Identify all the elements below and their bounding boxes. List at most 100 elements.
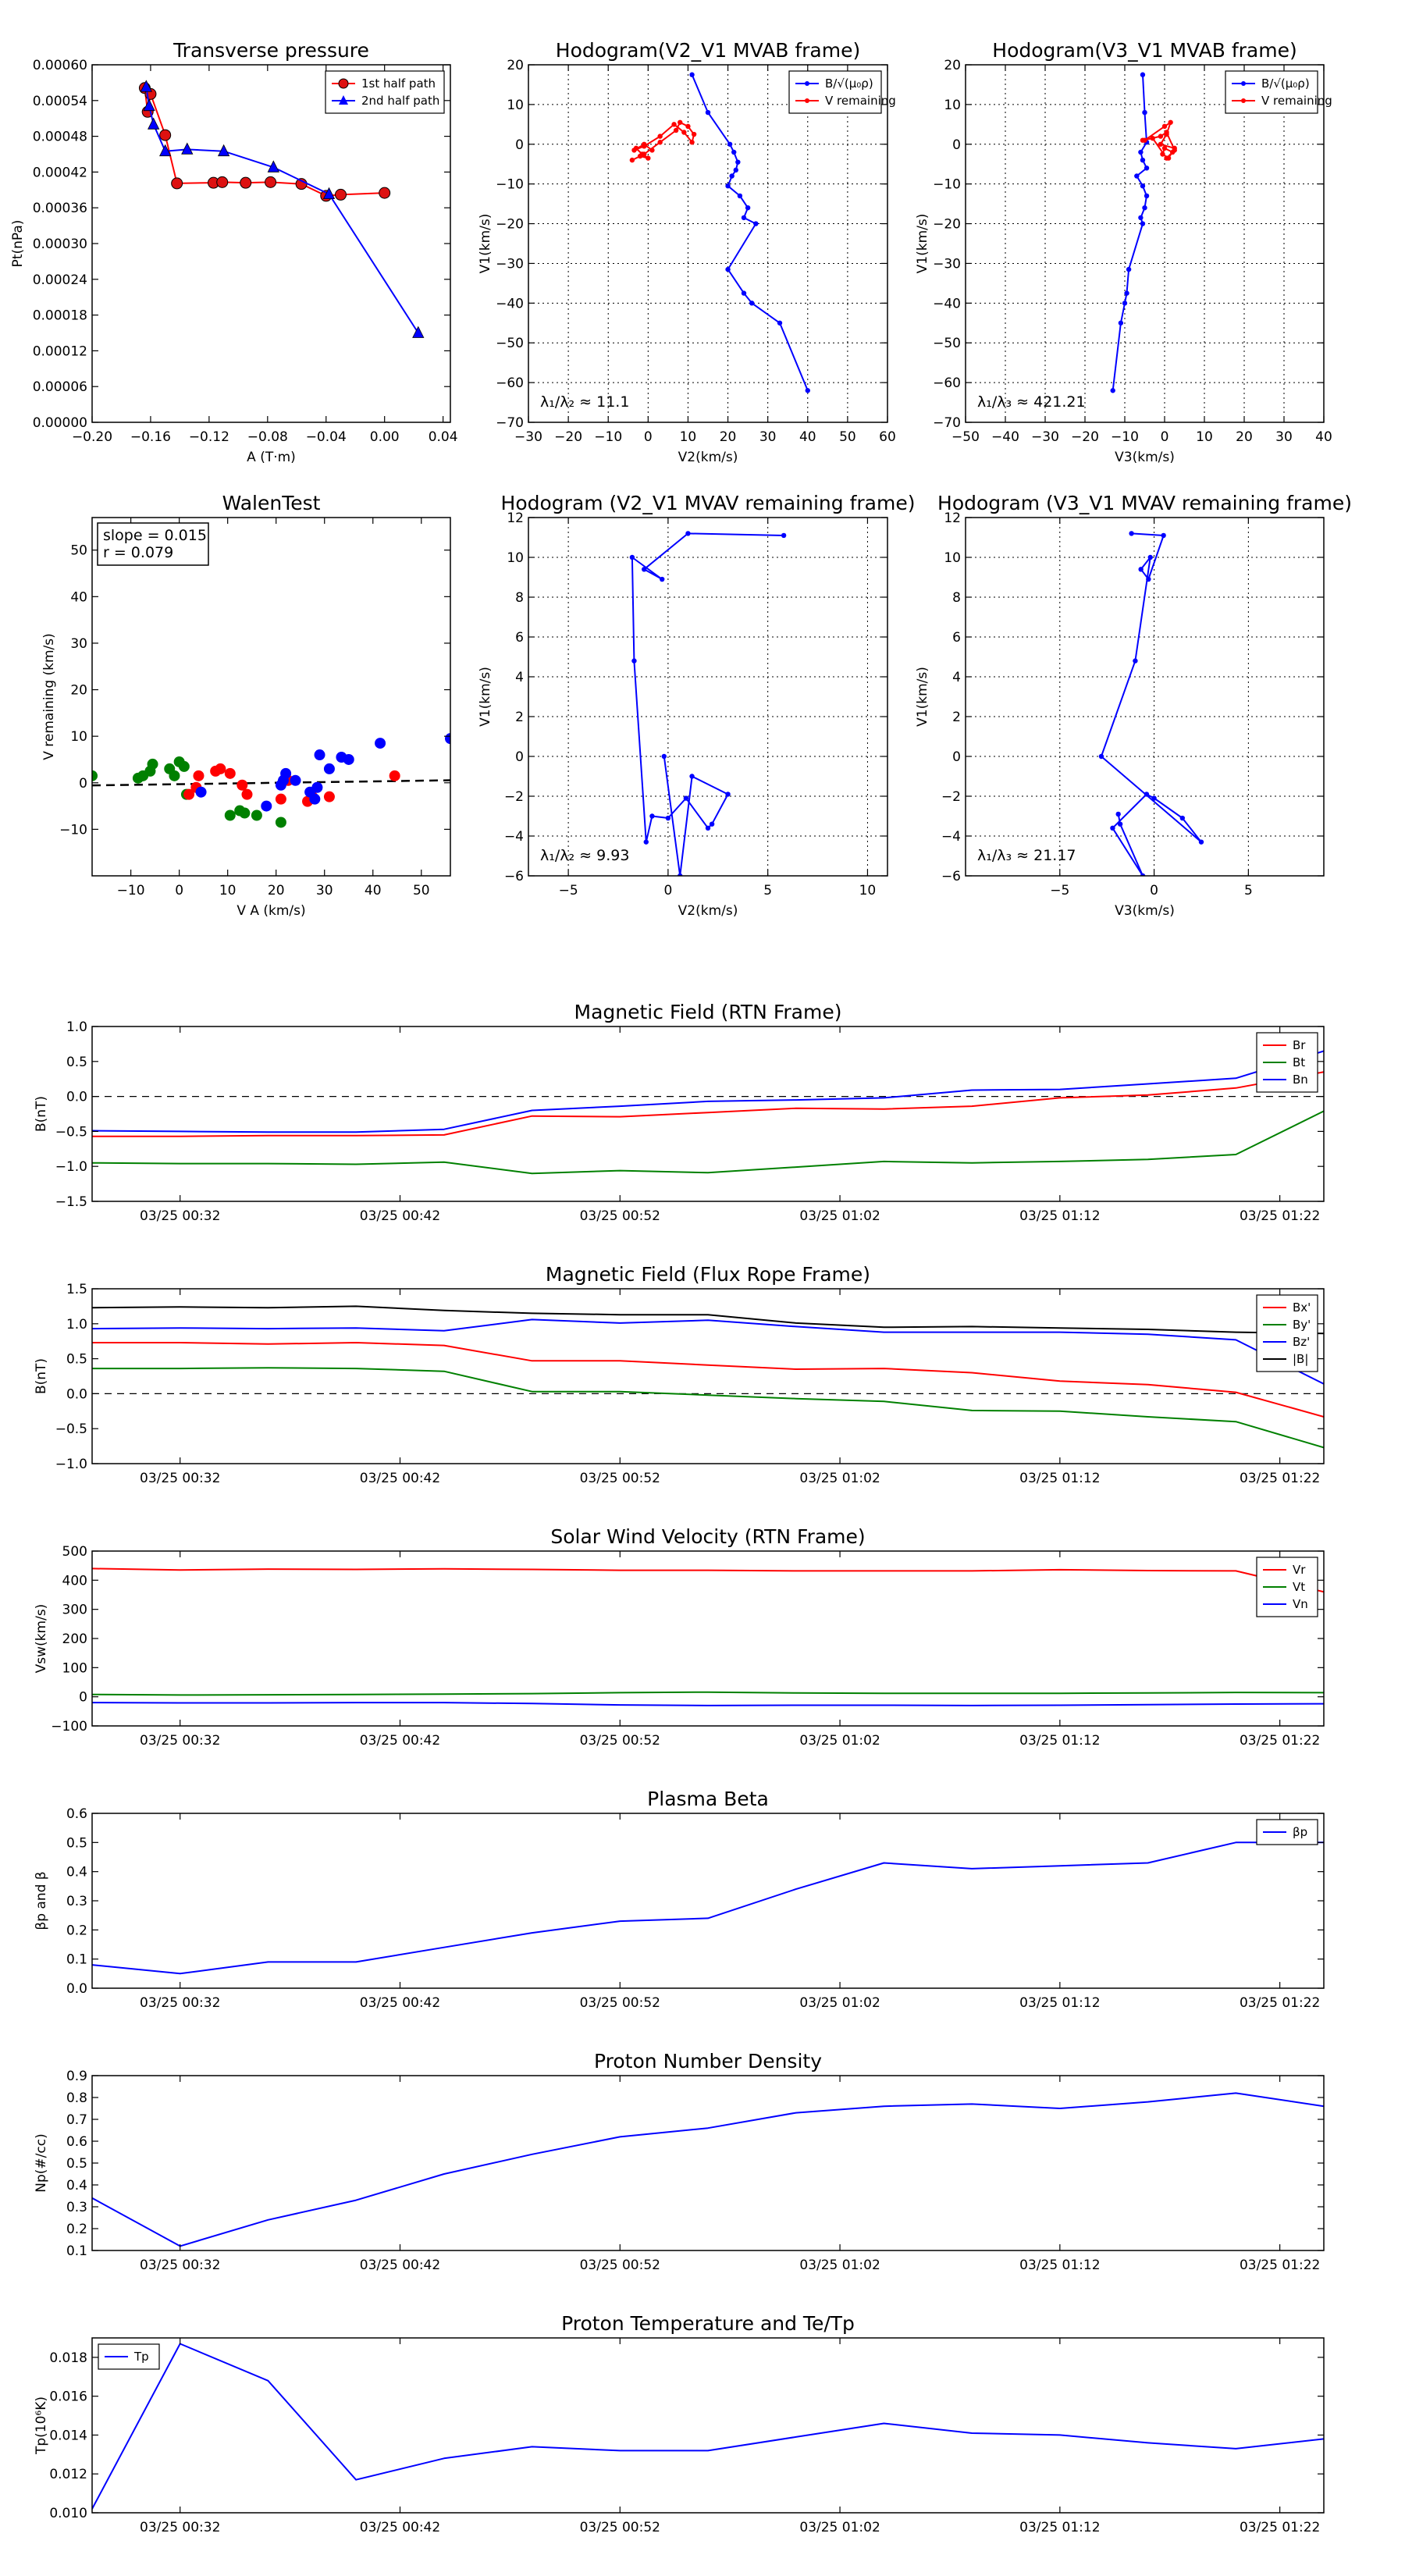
data-point xyxy=(777,320,783,326)
legend-marker xyxy=(1241,98,1246,103)
chart-title: Solar Wind Velocity (RTN Frame) xyxy=(550,1525,865,1548)
data-point xyxy=(665,815,671,821)
data-point xyxy=(1168,119,1173,125)
x-tick-label: 03/25 00:32 xyxy=(140,1208,220,1224)
chart-title: Plasma Beta xyxy=(647,1788,769,1810)
data-point xyxy=(737,193,743,199)
data-point xyxy=(1140,221,1146,226)
x-axis-label: V2(km/s) xyxy=(678,450,738,465)
chart-title: Proton Number Density xyxy=(594,2050,822,2073)
data-point xyxy=(691,131,697,137)
y-tick-label: −4 xyxy=(941,829,961,845)
x-tick-label: 50 xyxy=(839,429,856,445)
data-point xyxy=(241,788,253,800)
plot-area xyxy=(92,2092,1324,2247)
data-point xyxy=(379,187,391,199)
data-point xyxy=(92,770,98,781)
x-tick-label: 20 xyxy=(720,429,737,445)
y-tick-label: −60 xyxy=(933,375,961,391)
data-point xyxy=(725,183,731,189)
stats-line: r = 0.079 xyxy=(103,544,173,561)
data-point xyxy=(1115,811,1121,817)
data-point xyxy=(741,290,747,296)
x-tick-label: 20 xyxy=(268,883,285,898)
y-axis-label: Np(#/cc) xyxy=(34,2133,49,2192)
data-point xyxy=(323,791,335,802)
x-tick-label: 03/25 00:32 xyxy=(140,1995,220,2011)
data-point xyxy=(1138,567,1144,572)
data-point xyxy=(224,809,236,821)
y-tick-label: 0.016 xyxy=(49,2389,87,2405)
series-line-0 xyxy=(1100,532,1202,876)
data-point xyxy=(1151,795,1157,801)
data-point xyxy=(217,144,230,157)
chart-title: Transverse pressure xyxy=(173,39,369,62)
y-tick-label: 10 xyxy=(507,550,524,566)
legend-box xyxy=(788,70,882,114)
data-point xyxy=(745,205,751,211)
x-tick-label: 03/25 00:52 xyxy=(580,2258,660,2273)
data-point xyxy=(240,176,252,189)
data-point xyxy=(1160,151,1165,157)
x-tick-label: −20 xyxy=(1071,429,1099,445)
legend-label: 2nd half path xyxy=(361,94,439,108)
y-tick-label: 10 xyxy=(944,98,961,113)
x-tick-label: −10 xyxy=(594,429,622,445)
x-tick-label: 03/25 01:12 xyxy=(1019,1995,1100,2011)
x-tick-label: 0.04 xyxy=(429,429,458,445)
y-tick-label: −10 xyxy=(59,822,87,838)
data-point xyxy=(261,800,272,812)
plot-area xyxy=(1098,531,1204,876)
plot-area xyxy=(92,733,450,828)
y-tick-label: 0.1 xyxy=(66,1952,87,1968)
y-axis-label: V1(km/s) xyxy=(478,667,493,727)
data-point xyxy=(683,795,689,801)
plot-area xyxy=(92,2343,1324,2510)
data-point xyxy=(239,807,251,819)
y-tick-label: 0.3 xyxy=(66,1894,87,1909)
legend-label: Bn xyxy=(1293,1073,1308,1087)
data-point xyxy=(731,149,737,155)
x-tick-label: 03/25 01:02 xyxy=(799,1995,880,2011)
plot-area xyxy=(629,531,787,876)
y-tick-label: 0.00030 xyxy=(33,237,87,252)
y-tick-label: −50 xyxy=(933,336,961,351)
data-point xyxy=(781,532,787,539)
data-point xyxy=(1140,873,1146,876)
data-point xyxy=(1138,215,1144,221)
x-tick-label: −0.08 xyxy=(247,429,288,445)
x-tick-label: 10 xyxy=(859,883,877,898)
y-tick-label: −6 xyxy=(504,869,524,884)
chart-walen: −10 0 10 20 30 40 50 −10 0 10 20 30 40 50 WalenTest V A… xyxy=(41,492,451,919)
data-point xyxy=(637,153,643,159)
y-tick-label: 0.00036 xyxy=(33,201,87,216)
y-tick-label: 1.0 xyxy=(66,1317,87,1332)
chart-hodo1: −30 −20 −10 0 10 20 30 40 50 60 −70 −60 −50 −40 −30 −20… xyxy=(478,39,896,465)
data-point xyxy=(143,98,155,112)
y-axis-label: βp and β xyxy=(34,1871,49,1930)
x-tick-label: 60 xyxy=(879,429,896,445)
y-tick-label: 0.3 xyxy=(66,2200,87,2215)
series-line-Bx' xyxy=(92,1342,1324,1418)
y-tick-label: 12 xyxy=(944,511,961,526)
data-point xyxy=(661,753,667,760)
data-point xyxy=(140,80,152,92)
data-point xyxy=(709,821,715,827)
y-tick-label: 0.00018 xyxy=(33,308,87,324)
data-point xyxy=(805,388,810,393)
legend-label: Vr xyxy=(1293,1563,1306,1577)
y-tick-label: 0.8 xyxy=(66,2090,87,2106)
x-tick-label: 40 xyxy=(799,429,816,445)
data-point xyxy=(1138,149,1144,155)
data-point xyxy=(753,221,759,226)
data-point xyxy=(290,774,301,786)
y-tick-label: −4 xyxy=(504,829,524,845)
data-point xyxy=(389,770,400,781)
data-point xyxy=(689,72,695,77)
y-tick-label: 50 xyxy=(70,543,87,559)
data-point xyxy=(643,839,649,845)
legend-label: Tp xyxy=(133,2350,149,2364)
x-tick-label: 03/25 01:12 xyxy=(1019,1208,1100,1224)
